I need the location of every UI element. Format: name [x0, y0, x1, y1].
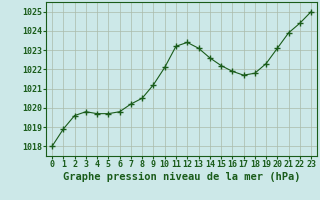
X-axis label: Graphe pression niveau de la mer (hPa): Graphe pression niveau de la mer (hPa)	[63, 172, 300, 182]
